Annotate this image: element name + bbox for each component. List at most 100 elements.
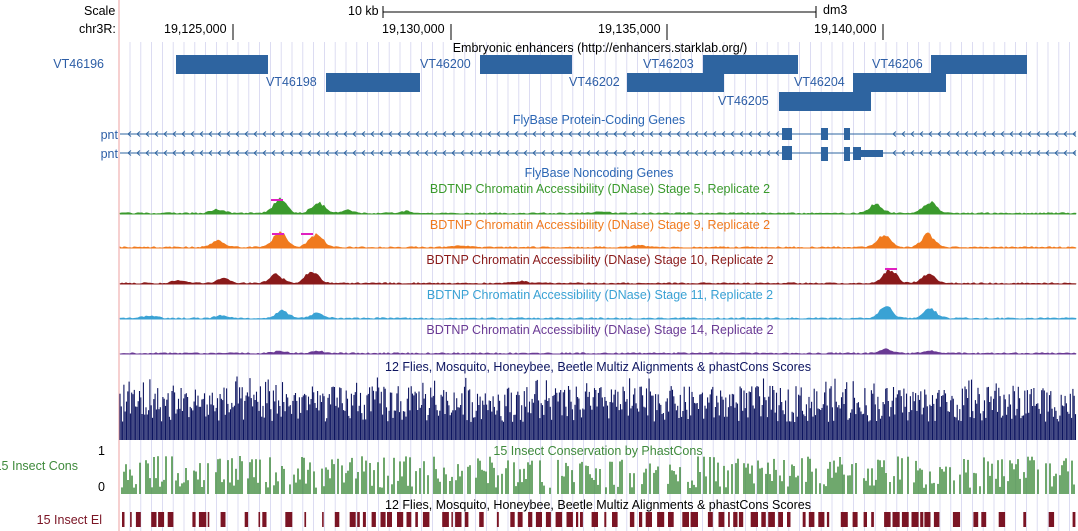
gene-label-pnt[interactable]: pnt (100, 147, 118, 161)
phastcons-left-label[interactable]: 15 Insect Cons (0, 459, 78, 473)
multiz-track-title[interactable]: 12 Flies, Mosquito, Honeybee, Beetle Mul… (385, 360, 811, 374)
phastcons-ymin: 0 (98, 480, 105, 494)
strand-arrow (208, 150, 213, 156)
enhancer-label[interactable]: VT46203 (643, 57, 694, 71)
enhancer-label[interactable]: VT46200 (420, 57, 471, 71)
conserved-element (244, 512, 249, 527)
strand-arrow (694, 131, 699, 137)
conserved-element (802, 512, 806, 527)
dnase-stage10-title[interactable]: BDTNP Chromatin Accessibility (DNase) St… (426, 253, 774, 267)
position-tick-label: 19,140,000 (814, 22, 877, 36)
conserved-element (442, 512, 449, 527)
strand-arrow (334, 131, 339, 137)
conserved-element (668, 512, 674, 527)
strand-arrow (136, 131, 141, 137)
strand-arrow (262, 150, 267, 156)
elements-left-label[interactable]: 15 Insect El (36, 513, 102, 527)
strand-arrow (145, 150, 150, 156)
enhancer-vt46205[interactable] (853, 73, 946, 92)
dnase-signal-area (119, 306, 1077, 320)
conserved-element (924, 512, 931, 527)
dnase-stage11-title[interactable]: BDTNP Chromatin Accessibility (DNase) St… (426, 288, 774, 302)
strand-arrow (487, 150, 492, 156)
strand-arrow (244, 131, 249, 137)
strand-arrow (640, 131, 645, 137)
strand-arrow (604, 150, 609, 156)
conserved-element (528, 512, 533, 527)
dnase-stage5-title[interactable]: BDTNP Chromatin Accessibility (DNase) St… (429, 182, 771, 196)
conserved-element (818, 512, 825, 527)
strand-arrow (577, 150, 582, 156)
strand-arrow (388, 150, 393, 156)
strand-arrow (1018, 131, 1023, 137)
position-tick-label: 19,130,000 (382, 22, 445, 36)
strand-arrow (1027, 131, 1032, 137)
phastcons-track-title[interactable]: 15 Insect Conservation by PhastCons (493, 444, 703, 458)
conserved-element (657, 512, 665, 527)
genes-track-title[interactable]: FlyBase Protein-Coding Genes (512, 113, 686, 127)
enhancer-label[interactable]: VT46198 (266, 75, 317, 89)
strand-arrow (586, 150, 591, 156)
strand-arrow (433, 131, 438, 137)
strand-arrow (739, 150, 744, 156)
enhancer-vt46198[interactable] (326, 73, 420, 92)
enhancer-vt46200[interactable] (480, 55, 572, 74)
dnase-stage9-title[interactable]: BDTNP Chromatin Accessibility (DNase) St… (429, 218, 771, 232)
strand-arrow (289, 150, 294, 156)
enhancers-left-label[interactable]: VT46196 (53, 57, 104, 71)
enhancer-vt46196[interactable] (176, 55, 268, 74)
conserved-element (322, 512, 324, 527)
enhancer-label[interactable]: VT46202 (569, 75, 620, 89)
position-tick-label: 19,135,000 (598, 22, 661, 36)
conserved-element (629, 512, 635, 527)
conserved-element (357, 512, 360, 527)
conserved-element (262, 512, 267, 527)
phastcons-ymax: 1 (98, 444, 105, 458)
strand-arrow (334, 150, 339, 156)
strand-arrow (955, 150, 960, 156)
enhancer-vt46203[interactable] (703, 55, 798, 74)
strand-arrow (1054, 150, 1059, 156)
gene-label-pnt[interactable]: pnt (100, 128, 118, 142)
strand-arrow (325, 150, 330, 156)
strand-arrow (226, 131, 231, 137)
enhancer-vt46204[interactable] (779, 92, 871, 111)
gene-exon (844, 147, 850, 161)
strand-arrow (676, 150, 681, 156)
enhancers-track-title[interactable]: Embryonic enhancers (http://enhancers.st… (452, 41, 748, 55)
enhancer-label[interactable]: VT46205 (718, 94, 769, 108)
conserved-element (933, 512, 940, 527)
strand-arrow (154, 150, 159, 156)
enhancer-label[interactable]: VT46206 (872, 57, 923, 71)
saturation-highlight (885, 268, 897, 270)
strand-arrow (721, 131, 726, 137)
conserved-element (122, 512, 125, 527)
gene-exon (821, 147, 828, 161)
strand-arrow (370, 150, 375, 156)
gene-utr (861, 150, 883, 157)
strand-arrow (1072, 150, 1077, 156)
enhancer-vt46206[interactable] (931, 55, 1027, 74)
conserved-element (566, 512, 573, 527)
strand-arrow (568, 150, 573, 156)
noncoding-track-title[interactable]: FlyBase Noncoding Genes (524, 166, 674, 180)
strand-arrow (550, 150, 555, 156)
strand-arrow (235, 150, 240, 156)
strand-arrow (280, 131, 285, 137)
conserved-element (130, 512, 132, 527)
conserved-element (826, 512, 830, 527)
strand-arrow (649, 131, 654, 137)
strand-arrow (208, 131, 213, 137)
conserved-element (884, 512, 891, 527)
elements-track-title[interactable]: 12 Flies, Mosquito, Honeybee, Beetle Mul… (385, 498, 811, 512)
enhancer-vt46202[interactable] (627, 73, 724, 92)
strand-arrow (217, 150, 222, 156)
enhancer-label[interactable]: VT46204 (794, 75, 845, 89)
dnase-stage14-title[interactable]: BDTNP Chromatin Accessibility (DNase) St… (426, 323, 774, 337)
strand-arrow (307, 131, 312, 137)
